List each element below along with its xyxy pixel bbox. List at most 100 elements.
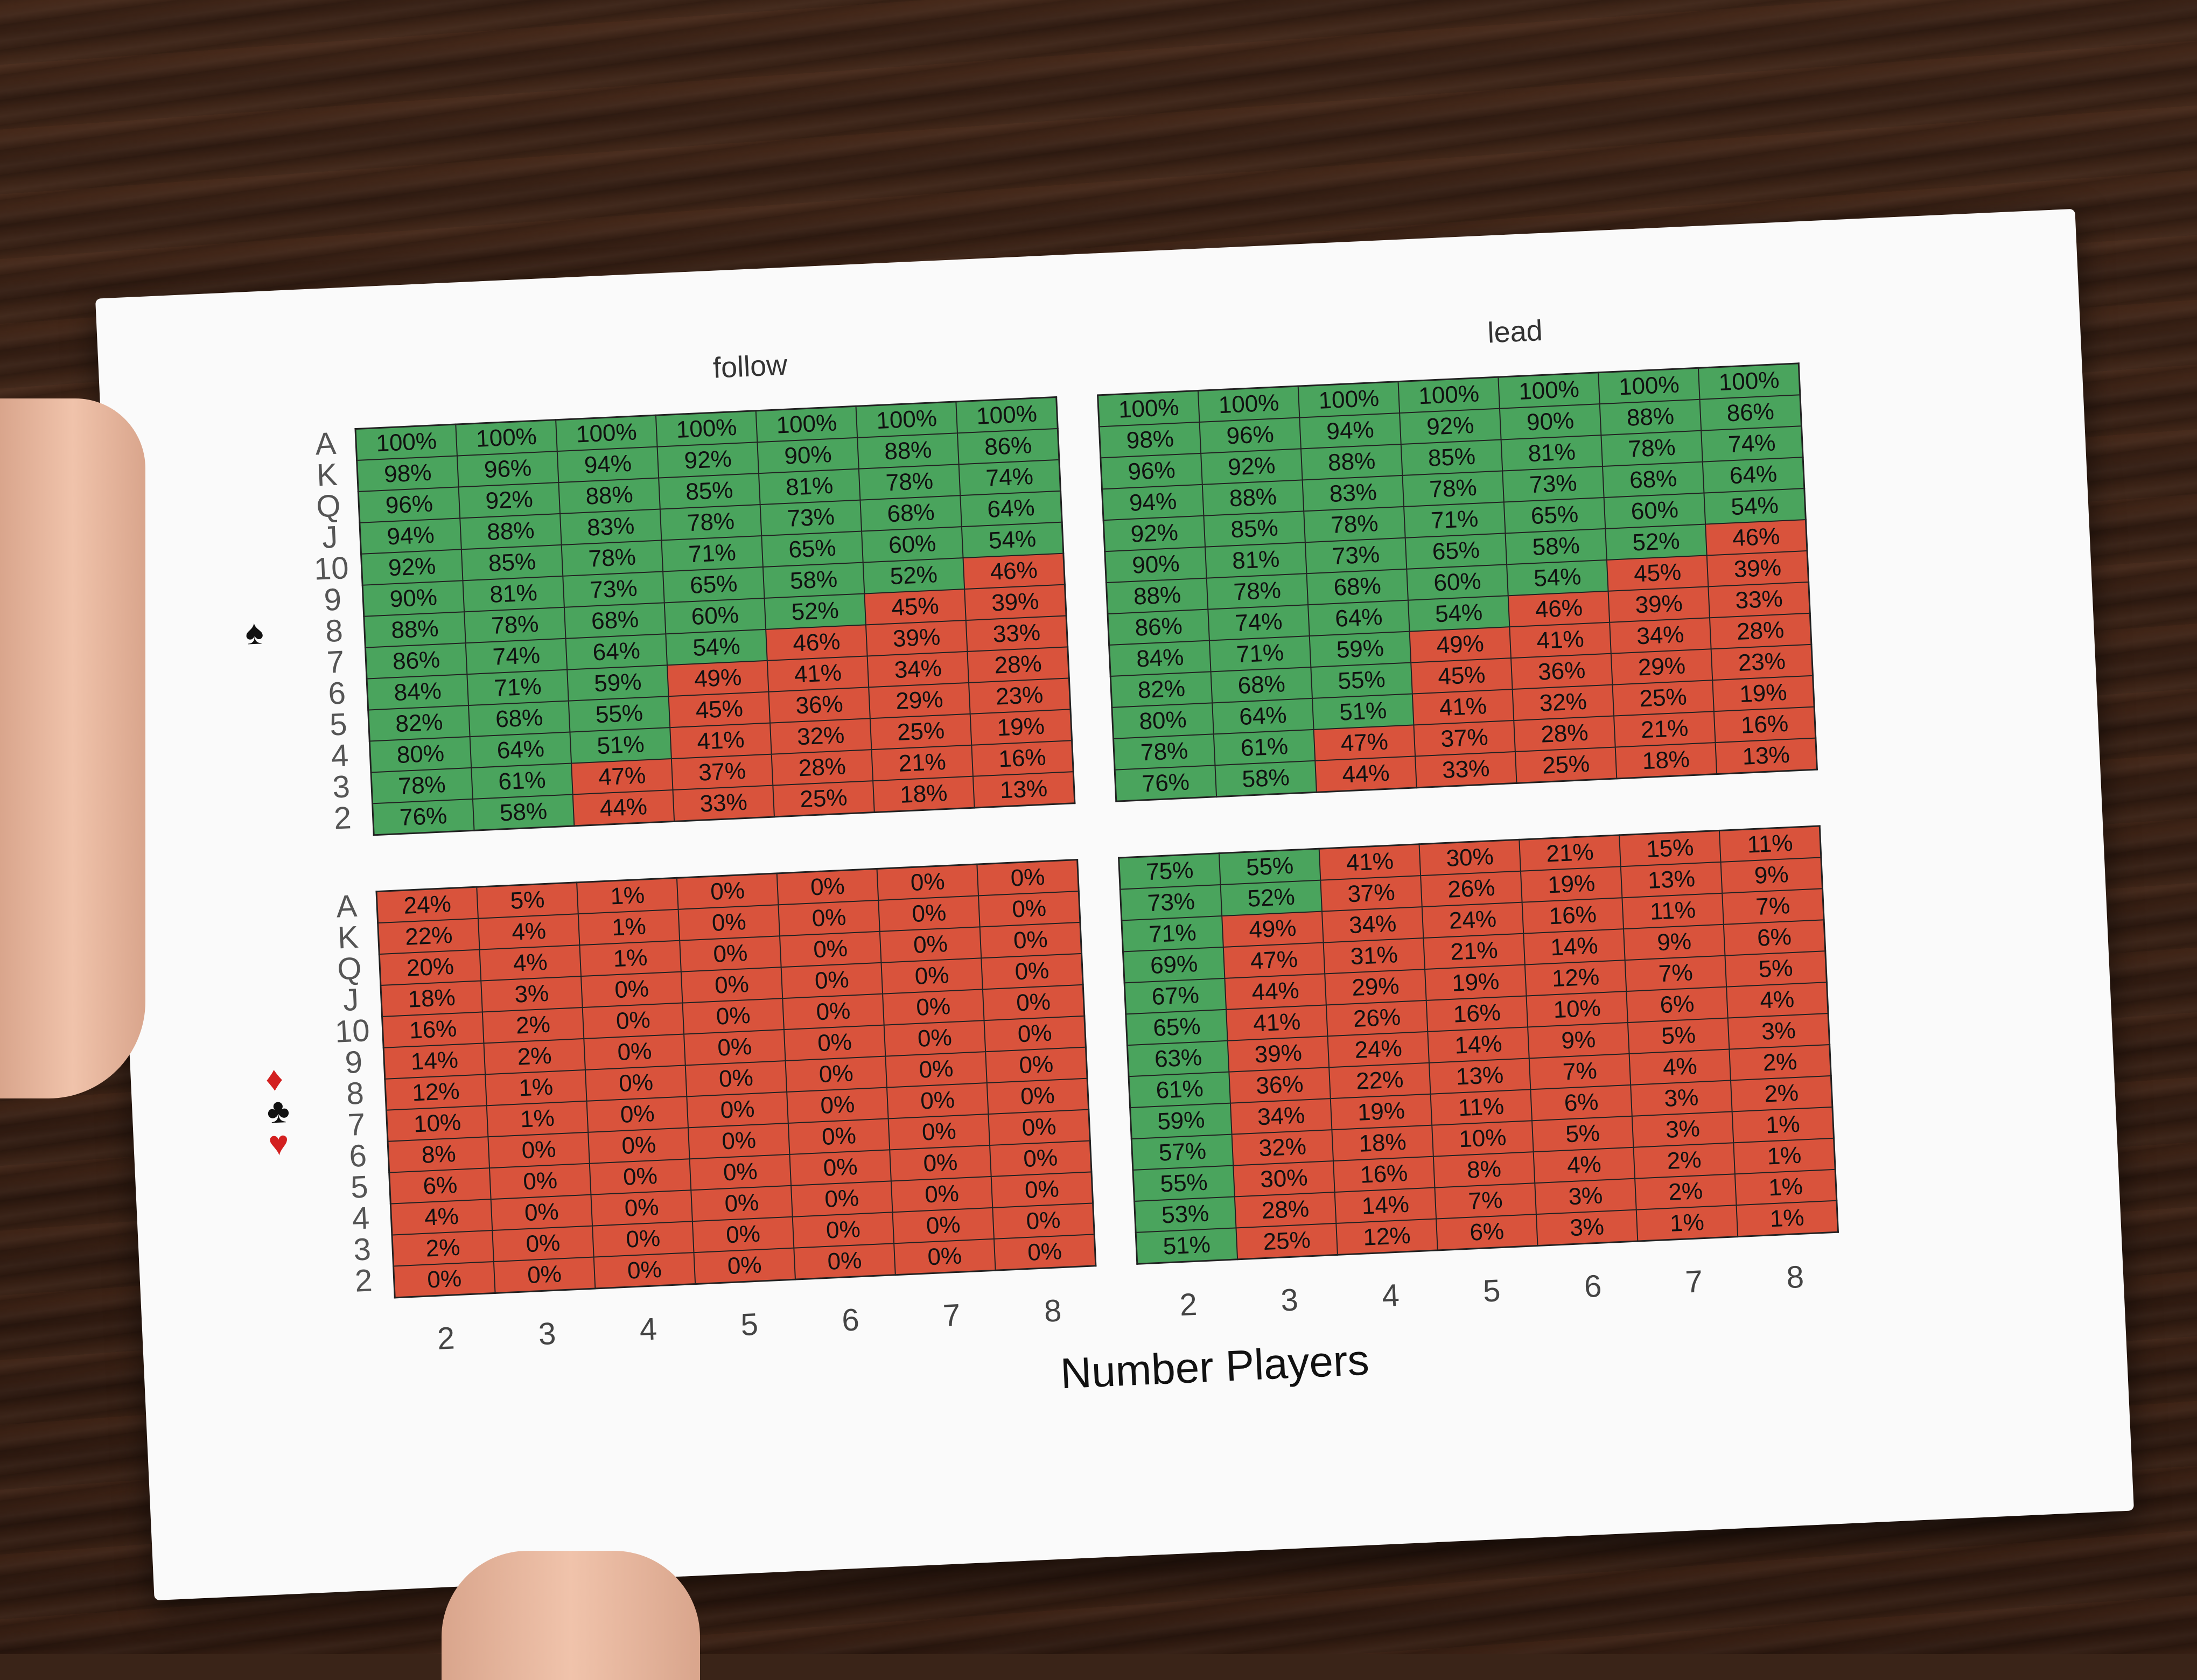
- probability-cell: 100%: [456, 419, 557, 456]
- rank-label: 7: [326, 644, 345, 680]
- probability-cell: 92%: [657, 442, 759, 478]
- probability-cell: 71%: [467, 669, 569, 706]
- probability-cell: 5%: [477, 882, 578, 919]
- probability-cell: 3%: [1631, 1080, 1732, 1116]
- probability-cell: 12%: [1336, 1219, 1438, 1255]
- rank-label: 2: [333, 800, 352, 836]
- probability-cell: 85%: [1204, 511, 1305, 547]
- probability-cell: 100%: [556, 415, 657, 452]
- rank-label: K: [337, 919, 360, 956]
- probability-cell: 0%: [680, 936, 781, 972]
- probability-cell: 100%: [1298, 381, 1400, 418]
- rank-label: 5: [328, 706, 348, 743]
- probability-cell: 74%: [958, 459, 1061, 496]
- probability-cell: 96%: [1100, 453, 1202, 489]
- probability-cell: 68%: [1306, 569, 1408, 605]
- probability-cell: 4%: [1629, 1049, 1731, 1085]
- probability-cell: 64%: [1308, 600, 1410, 636]
- probability-cell: 8%: [388, 1137, 489, 1173]
- probability-cell: 33%: [965, 615, 1068, 652]
- probability-cell: 13%: [1429, 1058, 1531, 1094]
- probability-cell: 44%: [1225, 974, 1326, 1010]
- probability-cell: 57%: [1131, 1134, 1234, 1170]
- probability-cell: 10%: [386, 1105, 488, 1142]
- probability-cell: 39%: [1706, 550, 1809, 587]
- probability-cell: 0%: [591, 1190, 692, 1226]
- probability-cell: 5%: [1627, 1018, 1730, 1054]
- probability-cell: 54%: [1507, 559, 1608, 596]
- probability-cell: 69%: [1123, 947, 1225, 983]
- probability-cell: 13%: [972, 772, 1075, 808]
- probability-cell: 19%: [1425, 964, 1527, 1000]
- probability-cell: 54%: [961, 522, 1063, 558]
- probability-cell: 75%: [1118, 853, 1221, 890]
- probability-cell: 2%: [1730, 1075, 1832, 1112]
- rank-label: A: [314, 425, 337, 462]
- probability-cell: 16%: [1713, 706, 1816, 743]
- player-count-label: 4: [639, 1311, 658, 1347]
- player-count-label: 7: [1684, 1264, 1704, 1300]
- probability-cell: 9%: [1624, 924, 1725, 961]
- probability-cell: 58%: [1505, 528, 1607, 565]
- probability-cell: 45%: [864, 589, 966, 625]
- probability-cell: 78%: [660, 505, 762, 541]
- probability-cell: 0%: [589, 1159, 691, 1195]
- probability-cell: 0%: [992, 1203, 1095, 1239]
- probability-cell: 6%: [1723, 920, 1825, 956]
- player-count-labels-right: 2 3 4 5 6 7 8: [1137, 1257, 1849, 1327]
- probability-cell: 65%: [761, 531, 863, 567]
- probability-cell: 33%: [1708, 582, 1810, 618]
- probability-cell: 100%: [856, 401, 957, 438]
- probability-cell: 46%: [1508, 591, 1610, 627]
- rank-label: 3: [332, 769, 351, 805]
- probability-cell: 5%: [1725, 951, 1827, 987]
- rank-label: J: [342, 982, 360, 1018]
- probability-cell: 81%: [1205, 542, 1307, 578]
- probability-cell: 55%: [1219, 849, 1321, 885]
- probability-cell: 28%: [967, 647, 1069, 683]
- probability-cell: 28%: [1514, 716, 1615, 752]
- lead-other-suit-table: 75% 55% 41% 30% 21% 15% 11% 73% 52% 37% 26% 19% 13% 9…: [1117, 825, 1839, 1265]
- probability-cell: 11%: [1719, 825, 1821, 862]
- probability-cell: 6%: [1626, 986, 1728, 1023]
- probability-cell: 0%: [890, 1145, 991, 1181]
- probability-cell: 96%: [457, 451, 559, 487]
- finger-bottom: [442, 1551, 700, 1680]
- probability-cell: 44%: [572, 790, 675, 826]
- probability-cell: 54%: [666, 629, 767, 666]
- probability-cell: 37%: [671, 754, 773, 790]
- probability-cell: 21%: [871, 745, 973, 781]
- rank-label: 2: [354, 1263, 373, 1299]
- probability-cell: 68%: [564, 603, 666, 639]
- probability-cell: 32%: [1512, 684, 1614, 721]
- probability-cell: 55%: [1132, 1165, 1235, 1201]
- probability-cell: 8%: [1433, 1152, 1535, 1188]
- probability-cell: 3%: [1632, 1111, 1734, 1147]
- player-count-label: 6: [1583, 1268, 1603, 1305]
- probability-cell: 16%: [1426, 996, 1528, 1032]
- rank-label: 3: [353, 1231, 372, 1268]
- probability-cell: 76%: [372, 799, 474, 835]
- probability-cell: 0%: [582, 1003, 684, 1039]
- probability-cell: 0%: [776, 869, 879, 905]
- probability-cell: 96%: [1199, 417, 1301, 453]
- probability-cell: 68%: [468, 701, 570, 737]
- probability-cell: 74%: [1701, 426, 1803, 462]
- probability-cell: 0%: [879, 927, 982, 963]
- probability-cell: 0%: [682, 998, 784, 1034]
- probability-cell: 100%: [655, 410, 758, 447]
- rank-label: 6: [348, 1138, 368, 1174]
- probability-cell: 85%: [461, 544, 563, 581]
- probability-cell: 81%: [1501, 435, 1603, 471]
- probability-cell: 55%: [568, 696, 670, 732]
- probability-cell: 0%: [979, 922, 1082, 958]
- probability-cell: 45%: [1606, 555, 1709, 591]
- probability-cell: 65%: [1125, 1009, 1228, 1046]
- probability-cell: 7%: [1529, 1053, 1631, 1090]
- probability-cell: 0%: [888, 1114, 990, 1150]
- probability-cell: 60%: [862, 527, 963, 563]
- probability-cell: 6%: [1436, 1214, 1538, 1250]
- probability-cell: 12%: [384, 1074, 487, 1110]
- probability-cell: 52%: [863, 558, 965, 594]
- probability-cell: 51%: [1136, 1228, 1238, 1264]
